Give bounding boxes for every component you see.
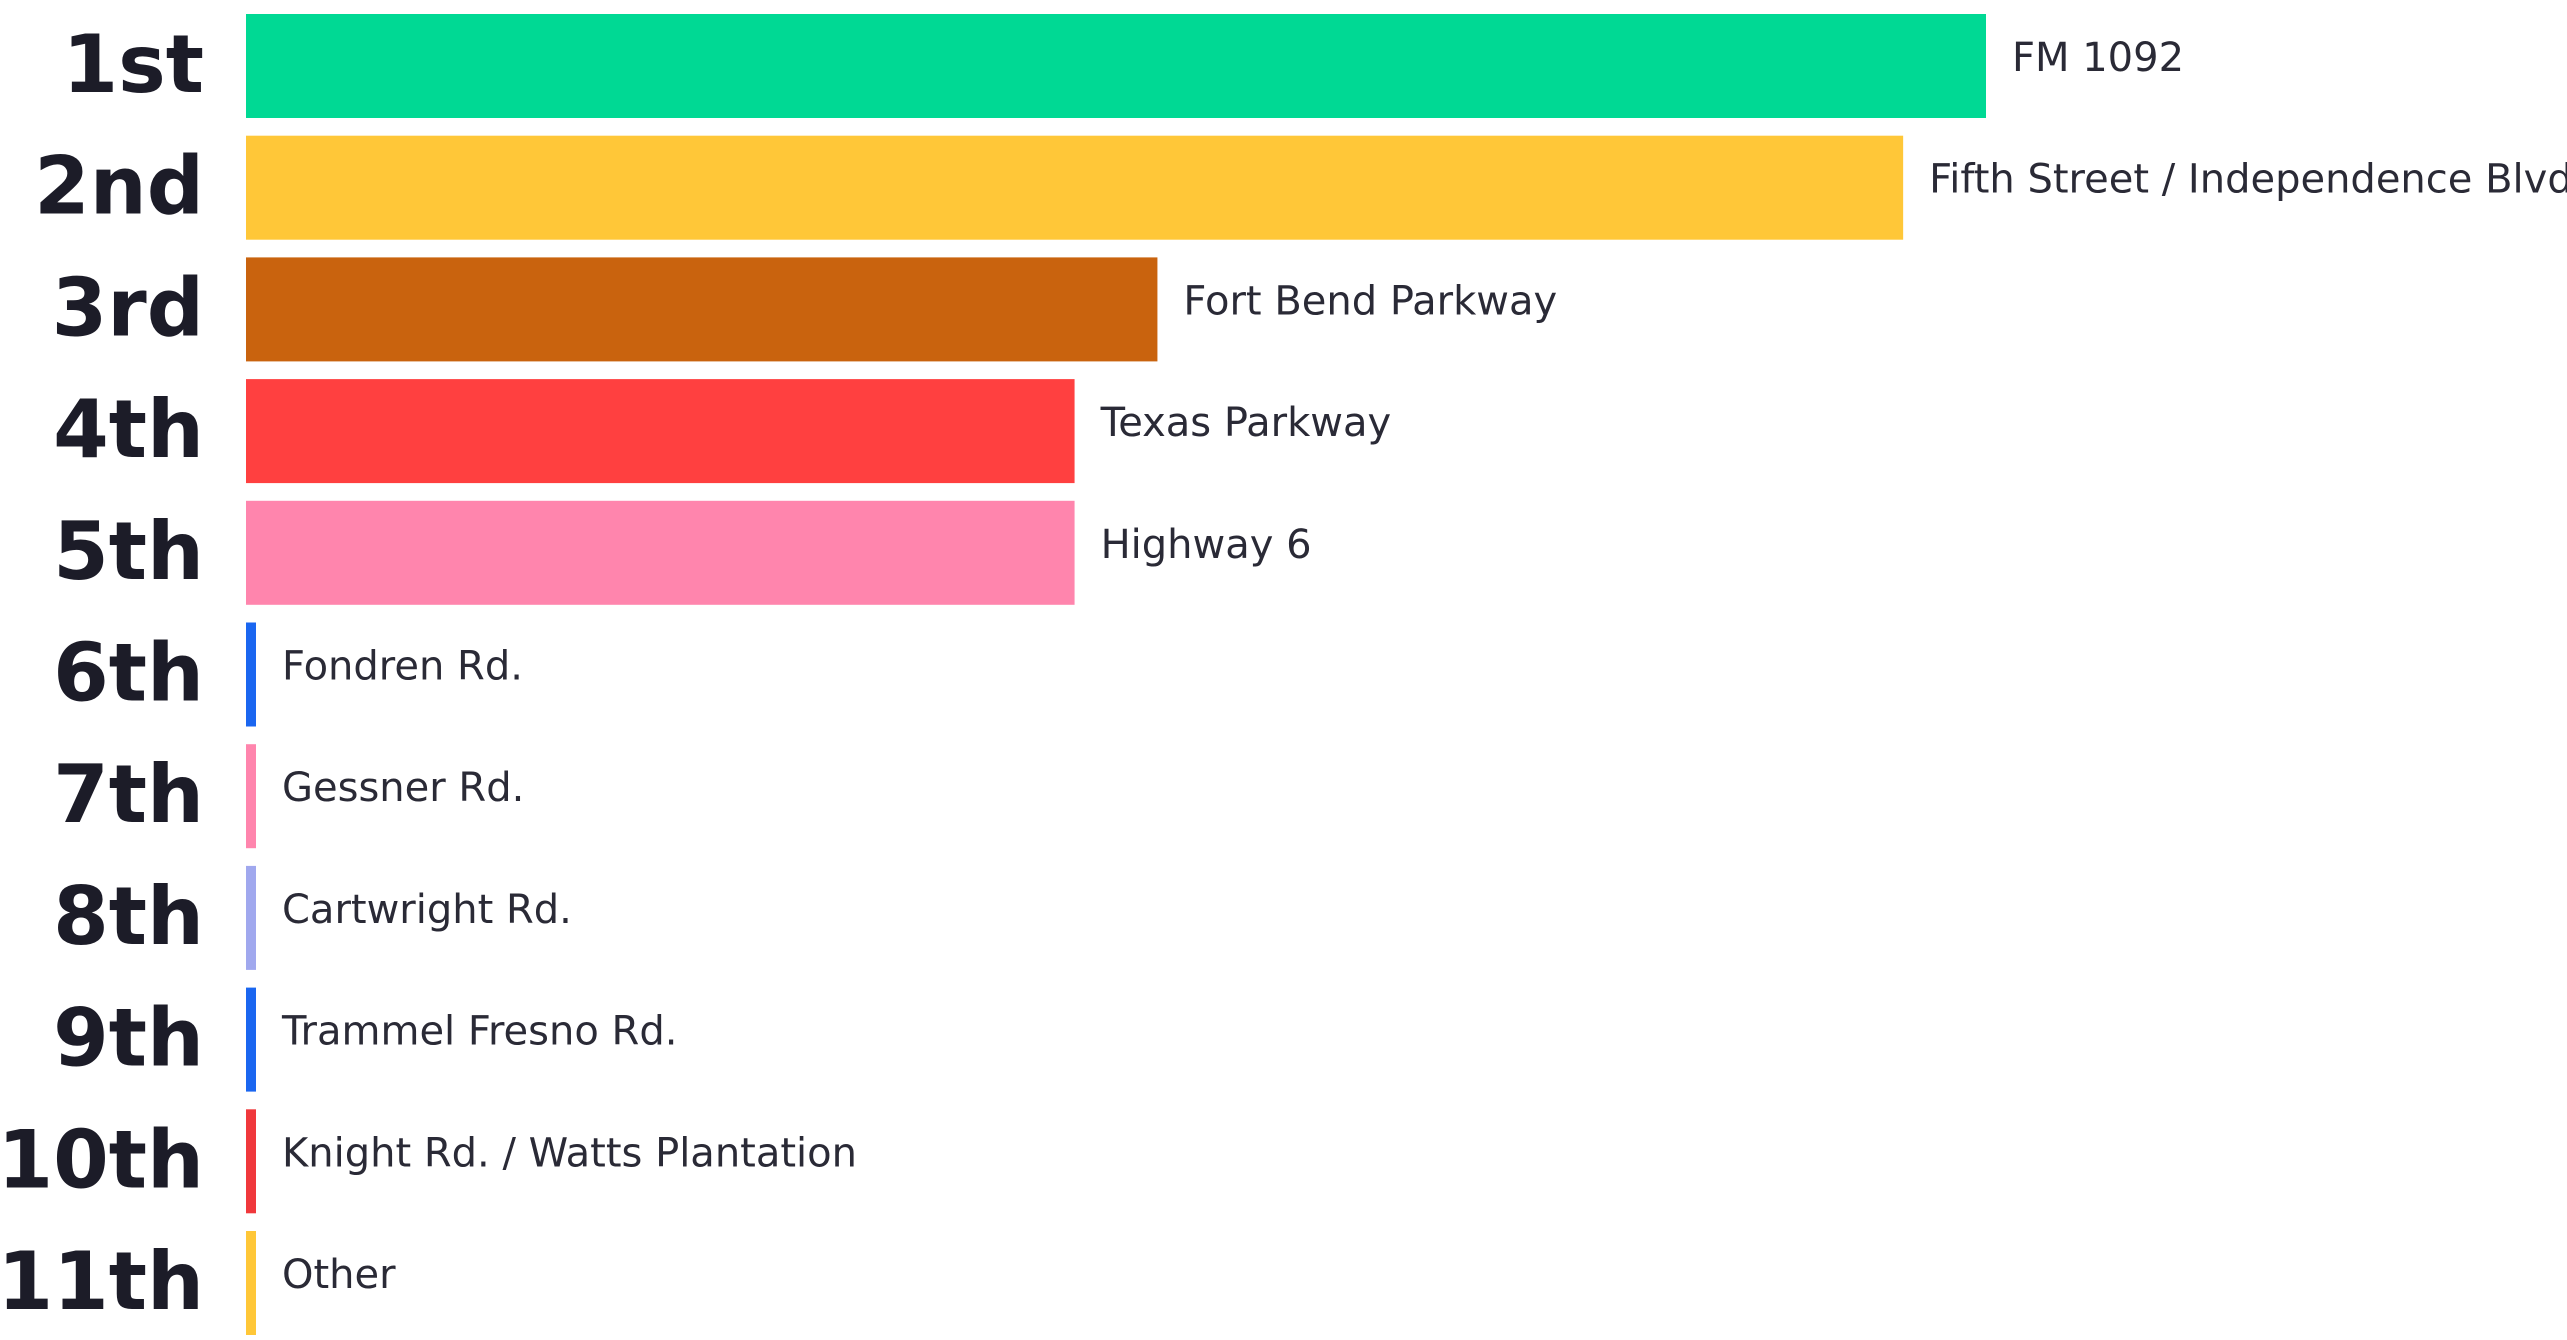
bar-label: Fondren Rd. bbox=[282, 644, 523, 690]
bar-label: FM 1092 bbox=[2012, 35, 2184, 81]
bar bbox=[246, 1231, 256, 1335]
bar-label: Cartwright Rd. bbox=[282, 887, 572, 933]
bar bbox=[246, 622, 256, 727]
bar bbox=[246, 1109, 256, 1214]
rank-label: 1st bbox=[62, 18, 204, 111]
bar-label: Gessner Rd. bbox=[282, 765, 524, 811]
bar bbox=[246, 865, 256, 970]
rank-label: 3rd bbox=[52, 261, 204, 354]
bar-label: Highway 6 bbox=[1101, 522, 1312, 568]
bar-label: Texas Parkway bbox=[1100, 400, 1392, 446]
rank-label: 6th bbox=[53, 626, 204, 719]
bar-label: Knight Rd. / Watts Plantation bbox=[282, 1130, 857, 1176]
rank-label: 9th bbox=[53, 992, 204, 1085]
rank-label: 2nd bbox=[34, 140, 204, 233]
bar-label: Fifth Street / Independence Blvd. bbox=[1929, 157, 2567, 203]
bar bbox=[246, 257, 1158, 362]
bar bbox=[246, 500, 1075, 605]
bar-label: Fort Bend Parkway bbox=[1183, 278, 1557, 324]
bar-label: Other bbox=[282, 1252, 396, 1298]
bar bbox=[246, 379, 1075, 484]
bar bbox=[246, 987, 256, 1092]
bar-label: Trammel Fresno Rd. bbox=[281, 1009, 677, 1055]
rank-label: 8th bbox=[53, 870, 204, 963]
rank-label: 4th bbox=[53, 383, 204, 476]
bar bbox=[246, 14, 1986, 118]
rank-label: 11th bbox=[0, 1235, 204, 1328]
bar bbox=[246, 135, 1904, 240]
bar bbox=[246, 744, 256, 849]
rank-label: 10th bbox=[0, 1113, 204, 1206]
rank-label: 7th bbox=[53, 748, 204, 841]
rank-label: 5th bbox=[53, 505, 204, 598]
